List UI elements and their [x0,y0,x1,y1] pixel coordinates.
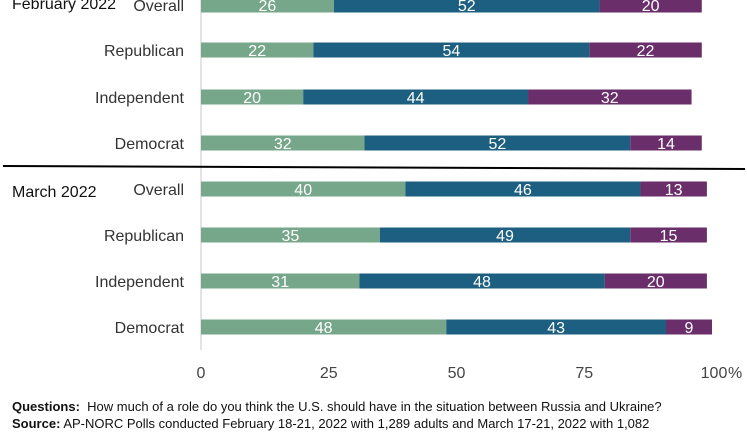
x-tick-label: 50 [448,365,466,382]
data-label-no-role: 40 [294,182,312,199]
group-label-march: March 2022 [12,184,97,201]
bar-segment-minor-role [379,227,631,243]
questions-text: How much of a role do you think the U.S.… [87,399,662,414]
data-label-minor-role: 52 [488,136,506,153]
bar-segment-minor-role [313,42,590,58]
questions-note: Questions: How much of a role do you thi… [12,398,747,415]
bar-segment-no-role [201,273,360,289]
group-label-february: February 2022 [12,0,116,13]
data-label-minor-role: 44 [407,90,425,107]
category-label-republican: Republican [104,43,184,60]
bar-segment-major-role [604,273,707,289]
bar-segment-major-role [589,42,702,58]
bar-segment-major-role [666,319,712,335]
data-label-minor-role: 52 [458,0,476,15]
bar-segment-no-role [201,319,447,335]
data-label-minor-role: 43 [547,320,565,337]
bar-segment-no-role [201,227,380,243]
data-label-no-role: 35 [282,228,300,245]
category-label-democrat: Democrat [115,136,185,153]
data-label-minor-role: 49 [496,228,514,245]
category-label-independent: Independent [95,274,185,291]
bar-segment-minor-role [405,181,641,197]
data-label-major-role: 20 [642,0,660,15]
source-label: Source: [12,416,61,431]
category-label-independent: Independent [95,90,185,107]
bar-segment-major-role [630,135,702,151]
category-label-overall: Overall [133,182,184,199]
bar-segment-major-role [630,227,707,243]
bar-segment-major-role [528,89,692,105]
bar-segment-minor-role [364,135,631,151]
bar-segment-minor-role [303,89,529,105]
data-label-major-role: 9 [685,320,694,337]
data-label-no-role: 32 [274,136,292,153]
bar-segment-no-role [201,135,365,151]
x-unit-label: % [728,365,742,382]
bar-segment-minor-role [446,319,667,335]
source-note: Source: AP-NORC Polls conducted February… [12,415,747,432]
x-tick-label: 0 [197,365,206,382]
x-tick-label: 25 [320,365,338,382]
data-label-major-role: 20 [647,274,665,291]
bar-segment-no-role [201,42,314,58]
data-label-minor-role: 48 [473,274,491,291]
bar-segment-minor-role [333,0,600,13]
data-label-major-role: 32 [601,90,619,107]
bar-segment-no-role [201,181,406,197]
data-label-no-role: 48 [315,320,333,337]
questions-label: Questions: [12,399,80,414]
x-tick-label: 75 [575,365,593,382]
chart-notes: Questions: How much of a role do you thi… [12,398,747,432]
category-label-republican: Republican [104,228,184,245]
bar-segment-major-role [599,0,702,13]
data-label-minor-role: 54 [442,43,460,60]
bar-segment-minor-role [359,273,605,289]
bar-segment-major-role [640,181,707,197]
data-label-minor-role: 46 [514,182,532,199]
data-label-major-role: 15 [660,228,678,245]
data-label-no-role: 20 [243,90,261,107]
source-text: AP-NORC Polls conducted February 18-21, … [63,416,650,431]
data-label-major-role: 13 [665,182,683,199]
category-label-overall: Overall [133,0,184,15]
x-tick-label: 100 [701,365,728,382]
group-divider [2,165,746,170]
data-label-no-role: 22 [248,43,266,60]
data-label-major-role: 22 [637,43,655,60]
data-label-no-role: 26 [259,0,277,15]
category-label-democrat: Democrat [115,320,185,337]
data-label-major-role: 14 [657,136,675,153]
bar-segment-no-role [201,0,334,13]
bar-segment-no-role [201,89,304,105]
data-label-no-role: 31 [271,274,289,291]
